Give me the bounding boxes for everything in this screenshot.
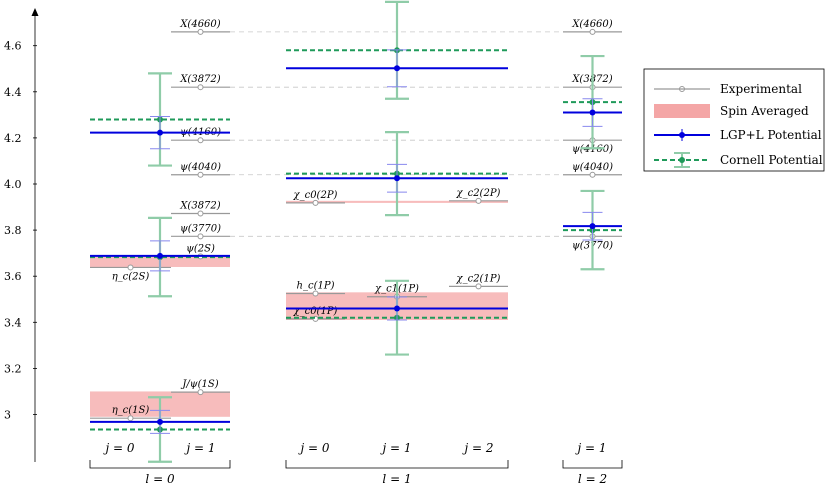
column-label: j = 0: [297, 441, 329, 455]
group-bracket: [285, 460, 509, 469]
legend-experimental-label: Experimental: [720, 82, 802, 96]
experimental-label: X(4660): [179, 19, 220, 30]
legend-lgp-label: LGP+L Potential: [720, 128, 822, 142]
experimental-label: J/ψ(1S): [180, 379, 218, 390]
column-label: j = 0: [102, 441, 134, 455]
experimental-label: ψ(4160): [572, 144, 613, 155]
column-label: j = 1: [574, 441, 606, 455]
lgp-point: [394, 175, 400, 182]
experimental-label: ψ(4040): [572, 162, 613, 173]
legend-cornell-label: Cornell Potential: [720, 153, 823, 167]
y-tick-label: 3.4: [4, 316, 22, 329]
experimental-point: [589, 28, 596, 35]
y-axis: 3 3.2 3.4 3.6 3.8 4.0 4.2 4.4 4.6: [4, 8, 39, 462]
experimental-label: ψ(3770): [180, 223, 221, 234]
lgp-point: [394, 65, 400, 72]
experimental-label: χ_c0(1P): [293, 306, 338, 317]
experimental-point: [197, 137, 204, 144]
experimental-point: [197, 389, 204, 396]
experimental-label: χ_c2(2P): [456, 188, 501, 199]
experimental-label: h_c(1P): [297, 280, 335, 291]
experimental-point: [127, 415, 134, 422]
legend-cornell-swatch: [654, 152, 710, 168]
group-label: l = 0: [145, 472, 175, 486]
experimental-point: [197, 233, 204, 240]
experimental-label: χ_c2(1P): [456, 273, 501, 284]
y-tick-label: 4.2: [4, 132, 22, 145]
y-tick-label: 4.4: [4, 86, 22, 99]
experimental-point: [312, 199, 319, 206]
experimental-label: χ_c0(2P): [293, 190, 338, 201]
column-label: j = 1: [183, 441, 215, 455]
experimental-point: [589, 171, 596, 178]
column-labels: j = 0 j = 1 j = 0 j = 1 j = 2 j = 1: [102, 441, 606, 455]
lgp-series: [90, 49, 622, 434]
lgp-point: [157, 418, 163, 425]
group-label: l = 2: [578, 472, 607, 486]
y-tick-label: 3.6: [4, 270, 22, 283]
y-tick-label: 3.8: [4, 224, 22, 237]
lgp-point: [589, 109, 596, 116]
legend-spin-averaged-swatch: [654, 104, 710, 118]
experimental-point: [475, 283, 482, 290]
group-label: l = 1: [382, 472, 411, 486]
lgp-point: [157, 129, 163, 136]
experimental-point: [197, 171, 204, 178]
experimental-point: [197, 84, 204, 91]
experimental-label: ψ(4040): [180, 162, 221, 173]
group-bracket: [89, 460, 231, 469]
group-labels: l = 0 l = 1 l = 2: [89, 460, 623, 486]
legend-lgp-swatch: [654, 129, 710, 141]
experimental-point: [197, 28, 204, 35]
group-bracket: [562, 460, 623, 469]
lgp-point: [394, 305, 400, 312]
y-axis-arrow: [31, 8, 39, 16]
legend-spin-averaged-label: Spin Averaged: [720, 104, 809, 118]
experimental-label: η_c(1S): [112, 405, 150, 416]
lgp-point: [157, 252, 163, 259]
experimental-point: [197, 210, 204, 217]
lgp-point: [589, 223, 596, 230]
experimental-point: [127, 264, 134, 271]
experimental-levels: X(4660) X(3872) ψ(4160) ψ(4040) X(3872) ψ(377…: [90, 19, 622, 422]
experimental-point: [312, 290, 319, 297]
experimental-point: [475, 197, 482, 204]
experimental-label: X(4660): [571, 19, 612, 30]
column-label: j = 2: [461, 441, 493, 455]
column-label: j = 1: [379, 441, 411, 455]
y-tick-label: 3.2: [4, 362, 22, 375]
legend: Experimental Spin Averaged LGP+L Potenti…: [643, 68, 825, 172]
y-tick-label: 4.6: [4, 40, 22, 53]
experimental-label: X(3872): [179, 201, 220, 212]
experimental-label: η_c(2S): [112, 271, 150, 282]
y-tick-label: 3: [4, 409, 11, 422]
experimental-label: ψ(2S): [186, 243, 215, 254]
experimental-label: X(3872): [179, 74, 220, 85]
legend-experimental-swatch: [654, 86, 710, 92]
y-tick-label: 4.0: [4, 178, 22, 191]
